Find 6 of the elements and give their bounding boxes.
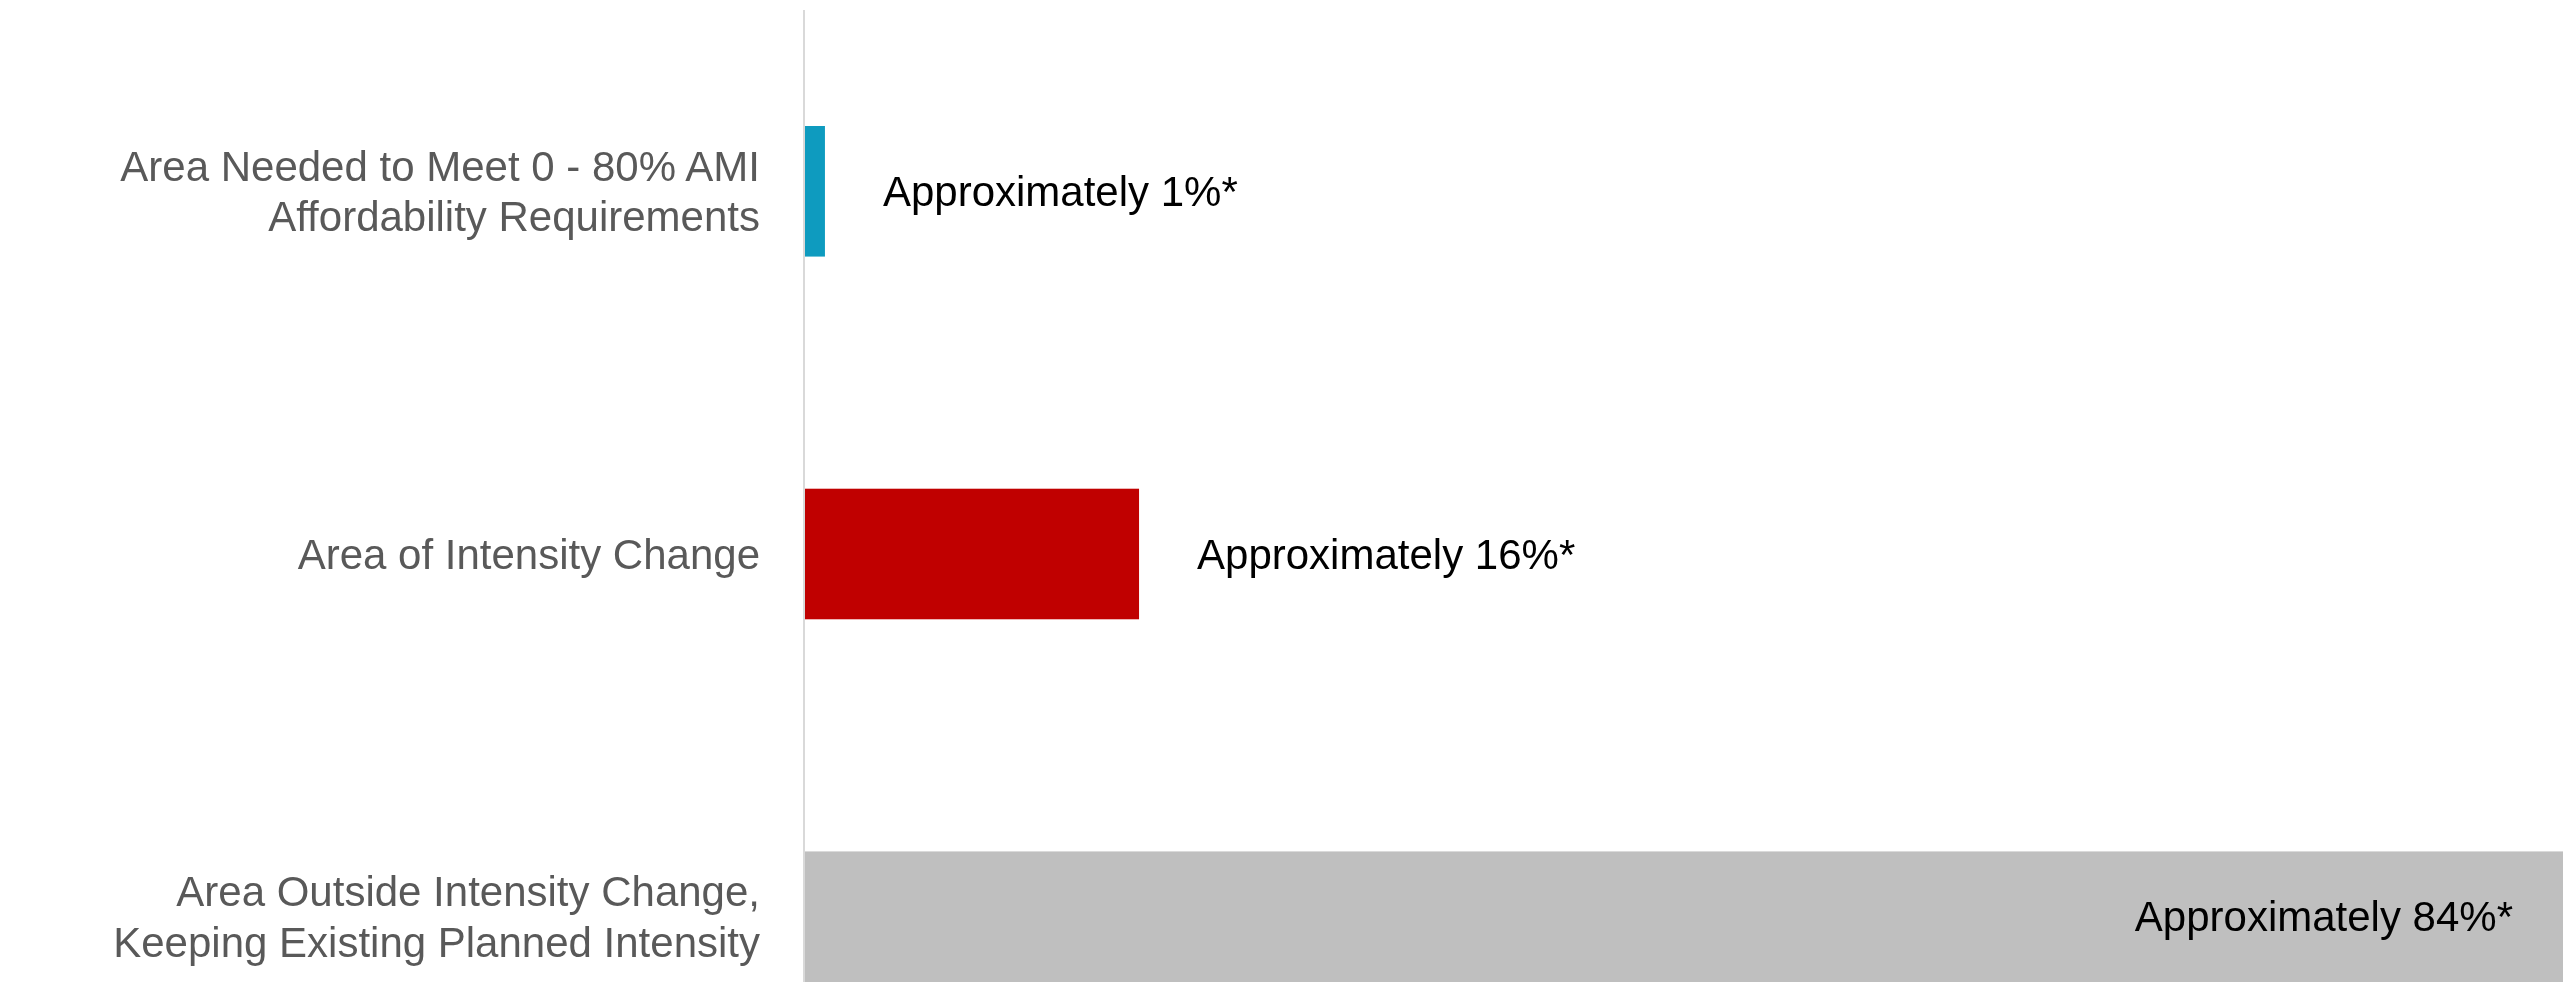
- y-tick-label: Area of Intensity Change: [297, 530, 760, 578]
- data-label: Approximately 84%*: [2134, 893, 2513, 941]
- data-label: Approximately 1%*: [882, 167, 1238, 215]
- data-label: Approximately 16%*: [1197, 530, 1576, 578]
- y-tick-label: Area Outside Intensity Change, Keeping Existing Planned Intensity: [113, 868, 760, 966]
- y-tick-label: Area Needed to Meet 0 - 80% AMI Affordability Requirements: [120, 142, 760, 241]
